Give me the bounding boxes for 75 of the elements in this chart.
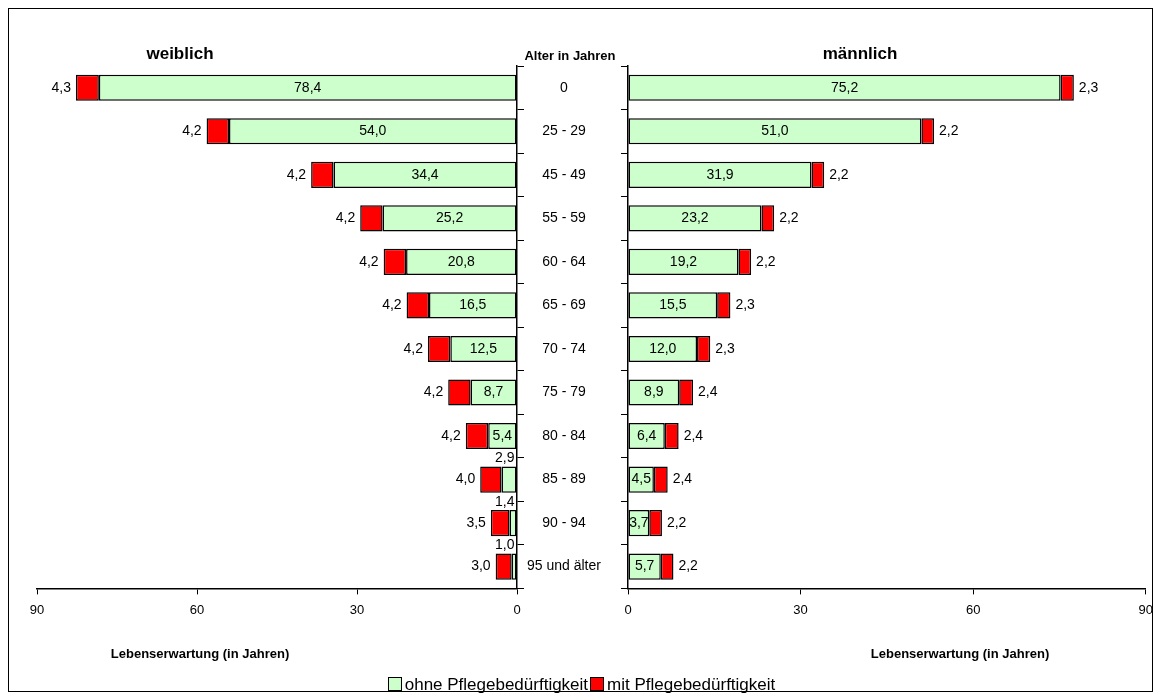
data-label: 2,2 bbox=[829, 165, 849, 182]
y-tick-label: 65 - 69 bbox=[542, 296, 586, 313]
y-tick-label: 75 - 79 bbox=[542, 383, 586, 400]
data-label: 1,4 bbox=[495, 492, 515, 509]
x-axis-title: Lebenserwartung (in Jahren) bbox=[110, 646, 290, 661]
data-label: 5,7 bbox=[634, 557, 655, 574]
x-axis-title: Lebenserwartung (in Jahren) bbox=[870, 646, 1050, 661]
data-label: 3,7 bbox=[629, 513, 649, 530]
data-label: 8,9 bbox=[644, 383, 664, 400]
data-label: 4,3 bbox=[51, 78, 72, 95]
data-label: 4,2 bbox=[335, 209, 356, 226]
data-label: 2,2 bbox=[678, 557, 699, 574]
data-label: 4,2 bbox=[423, 383, 444, 400]
data-label: 2,2 bbox=[779, 209, 799, 226]
data-label: 4,5 bbox=[631, 470, 652, 487]
x-tick-label: 90 bbox=[1138, 601, 1153, 617]
data-label: 4,2 bbox=[359, 252, 379, 269]
data-label: 2,4 bbox=[683, 426, 704, 443]
data-label: 8,7 bbox=[483, 383, 504, 400]
data-label: 15,5 bbox=[659, 296, 687, 313]
y-tick-label: 95 und älter bbox=[527, 557, 602, 574]
data-label: 2,4 bbox=[672, 470, 693, 487]
data-label: 2,9 bbox=[495, 449, 515, 466]
chart-title: weiblich bbox=[146, 44, 214, 64]
y-axis-title: Alter in Jahren bbox=[524, 48, 616, 63]
data-label: 4,2 bbox=[182, 122, 202, 139]
data-label: 78,4 bbox=[294, 78, 322, 95]
x-tick-label: 0 bbox=[513, 601, 521, 617]
data-label: 3,5 bbox=[466, 513, 487, 530]
y-tick-label: 25 - 29 bbox=[542, 122, 586, 139]
x-tick-label: 0 bbox=[624, 601, 632, 617]
y-tick-label: 55 - 59 bbox=[542, 209, 586, 226]
data-label: 34,4 bbox=[411, 165, 439, 182]
chart-title: männlich bbox=[822, 44, 898, 64]
data-label: 6,4 bbox=[636, 426, 657, 443]
data-label: 5,4 bbox=[492, 426, 513, 443]
y-tick-label: 70 - 74 bbox=[542, 339, 586, 356]
data-label: 2,3 bbox=[735, 296, 756, 313]
data-label: 2,3 bbox=[715, 339, 735, 356]
x-tick-label: 30 bbox=[793, 601, 808, 617]
data-label: 23,2 bbox=[681, 209, 709, 226]
y-tick-label: 90 - 94 bbox=[542, 513, 586, 530]
data-label: 4,2 bbox=[382, 296, 402, 313]
data-label: 54,0 bbox=[359, 122, 387, 139]
data-label: 20,8 bbox=[447, 252, 476, 269]
data-label: 31,9 bbox=[706, 165, 734, 182]
data-label: 75,2 bbox=[830, 78, 859, 95]
data-label: 12,5 bbox=[469, 339, 498, 356]
x-tick-label: 30 bbox=[349, 601, 365, 617]
x-tick-label: 60 bbox=[189, 601, 205, 617]
data-label: 51,0 bbox=[761, 122, 789, 139]
y-tick-label: 60 - 64 bbox=[542, 252, 586, 269]
legend-label: ohne Pflegebedürftigkeit bbox=[403, 675, 589, 694]
data-label: 16,5 bbox=[459, 296, 487, 313]
data-label: 4,2 bbox=[286, 165, 307, 182]
data-label: 4,0 bbox=[455, 470, 476, 487]
data-label: 4,2 bbox=[403, 339, 424, 356]
data-label: 3,0 bbox=[471, 557, 491, 574]
data-label: 2,4 bbox=[698, 383, 718, 400]
data-label: 2,2 bbox=[756, 252, 776, 269]
data-label: 19,2 bbox=[669, 252, 698, 269]
data-label: 4,2 bbox=[441, 426, 462, 443]
data-label: 2,2 bbox=[939, 122, 959, 139]
data-label: 2,2 bbox=[666, 513, 687, 530]
y-tick-label: 45 - 49 bbox=[542, 165, 586, 182]
data-label: 12,0 bbox=[649, 339, 677, 356]
data-label: 1,0 bbox=[495, 536, 515, 553]
data-label: 2,3 bbox=[1078, 78, 1099, 95]
x-tick-label: 90 bbox=[29, 601, 45, 617]
legend-label: mit Pflegebedürftigkeit bbox=[606, 675, 776, 694]
x-tick-label: 60 bbox=[965, 601, 981, 617]
y-tick-label: 0 bbox=[560, 78, 569, 95]
y-tick-label: 85 - 89 bbox=[542, 470, 586, 487]
y-tick-label: 80 - 84 bbox=[542, 426, 586, 443]
data-label: 25,2 bbox=[435, 209, 464, 226]
